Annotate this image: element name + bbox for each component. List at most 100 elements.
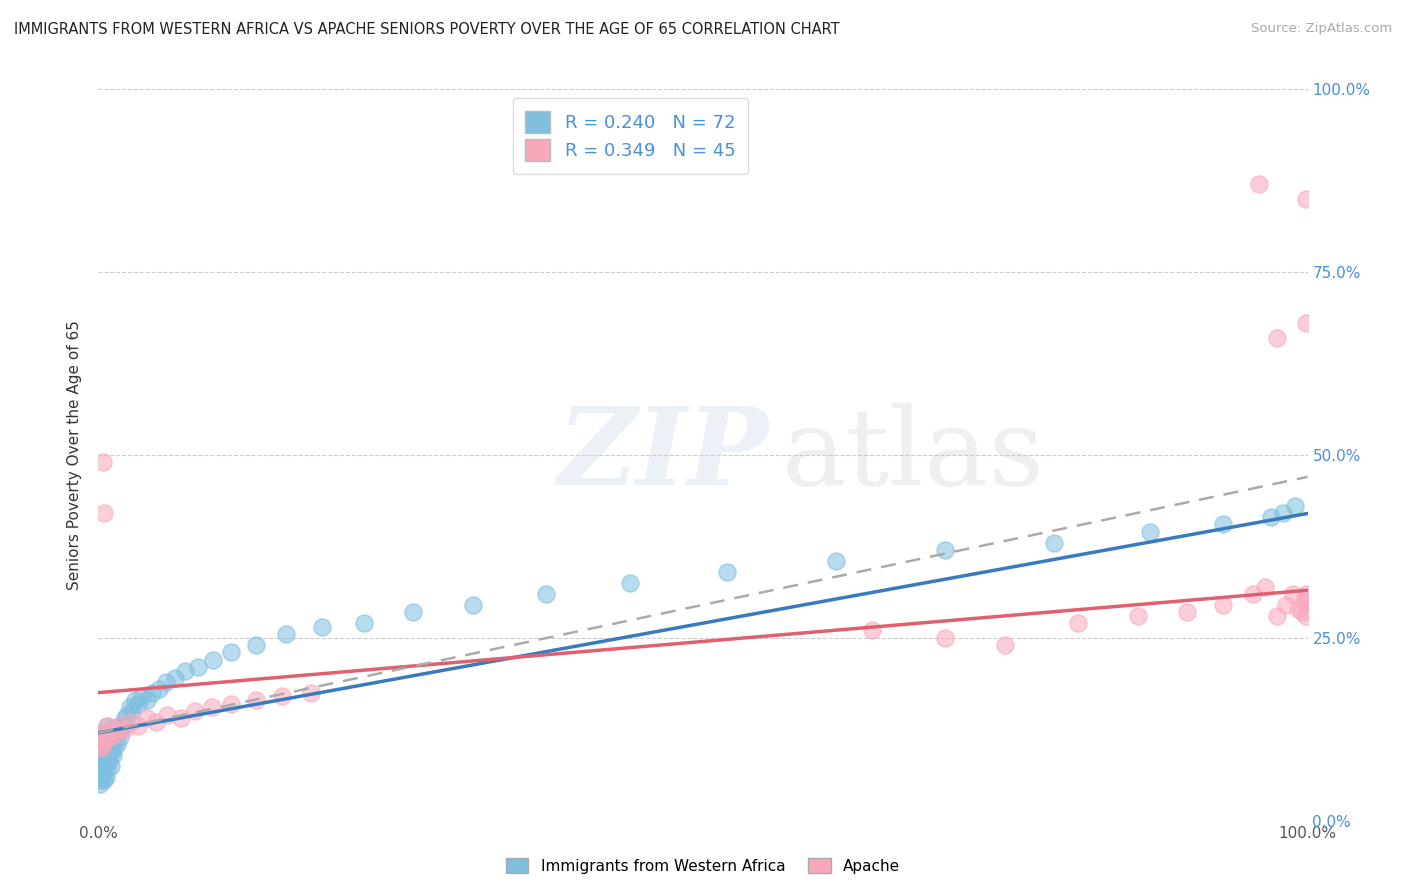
Point [94,770,117,784]
Point [1295,594,1317,608]
Point [105,726,128,740]
Point [100,758,122,772]
Point [1295,192,1317,206]
Point [114,723,136,737]
Text: IMMIGRANTS FROM WESTERN AFRICA VS APACHE SENIORS POVERTY OVER THE AGE OF 65 CORR: IMMIGRANTS FROM WESTERN AFRICA VS APACHE… [14,22,839,37]
Point [163,671,186,685]
Point [934,543,956,558]
Point [299,686,322,700]
Point [94,747,117,762]
Point [94,726,117,740]
Point [1295,587,1317,601]
Point [97,755,120,769]
Point [155,674,177,689]
Point [108,718,131,732]
Point [101,726,124,740]
Point [91,455,114,469]
Point [245,638,267,652]
Point [1212,598,1234,612]
Point [245,693,267,707]
Point [145,714,167,729]
Point [101,747,124,762]
Point [1292,594,1315,608]
Point [100,744,122,758]
Point [156,707,179,722]
Point [91,751,114,765]
Point [825,554,848,568]
Point [169,711,191,725]
Point [93,733,115,747]
Point [221,697,243,711]
Point [1295,608,1317,623]
Point [1282,587,1305,601]
Point [127,718,149,732]
Point [1042,535,1064,549]
Point [1241,587,1264,601]
Point [1284,499,1306,513]
Point [1291,605,1313,619]
Point [101,723,124,737]
Point [93,773,115,788]
Point [114,711,136,725]
Point [1295,316,1317,330]
Text: ZIP: ZIP [558,402,769,508]
Point [105,737,128,751]
Point [91,726,114,740]
Point [96,744,118,758]
Point [1267,331,1289,345]
Point [1272,507,1295,521]
Point [221,645,243,659]
Point [534,587,557,601]
Point [131,690,153,704]
Point [311,620,333,634]
Point [90,763,112,777]
Text: Source: ZipAtlas.com: Source: ZipAtlas.com [1251,22,1392,36]
Point [117,707,139,722]
Point [91,740,114,755]
Point [402,605,425,619]
Point [98,730,121,744]
Point [94,730,117,744]
Point [96,718,118,732]
Point [353,616,375,631]
Point [135,711,157,725]
Point [994,638,1017,652]
Point [100,730,122,744]
Point [108,718,131,732]
Y-axis label: Seniors Poverty Over the Age of 65: Seniors Poverty Over the Age of 65 [67,320,83,590]
Point [716,565,738,579]
Point [274,627,297,641]
Point [860,624,883,638]
Point [90,773,112,788]
Point [91,755,114,769]
Point [90,755,112,769]
Point [98,751,121,765]
Point [184,704,207,718]
Point [1067,616,1090,631]
Point [91,744,114,758]
Point [97,726,120,740]
Point [120,714,142,729]
Point [187,660,209,674]
Point [463,598,485,612]
Point [124,693,146,707]
Point [1275,598,1298,612]
Point [1139,524,1161,539]
Point [202,653,225,667]
Point [127,697,149,711]
Point [1128,608,1150,623]
Text: atlas: atlas [782,402,1045,508]
Point [107,726,129,740]
Point [100,737,122,751]
Point [118,700,141,714]
Legend: R = 0.240   N = 72, R = 0.349   N = 45: R = 0.240 N = 72, R = 0.349 N = 45 [513,98,748,174]
Point [174,664,197,678]
Point [148,681,170,696]
Legend: Immigrants from Western Africa, Apache: Immigrants from Western Africa, Apache [499,852,907,880]
Point [619,576,641,591]
Point [135,693,157,707]
Point [111,718,134,732]
Point [934,631,956,645]
Point [100,723,122,737]
Point [1249,178,1271,192]
